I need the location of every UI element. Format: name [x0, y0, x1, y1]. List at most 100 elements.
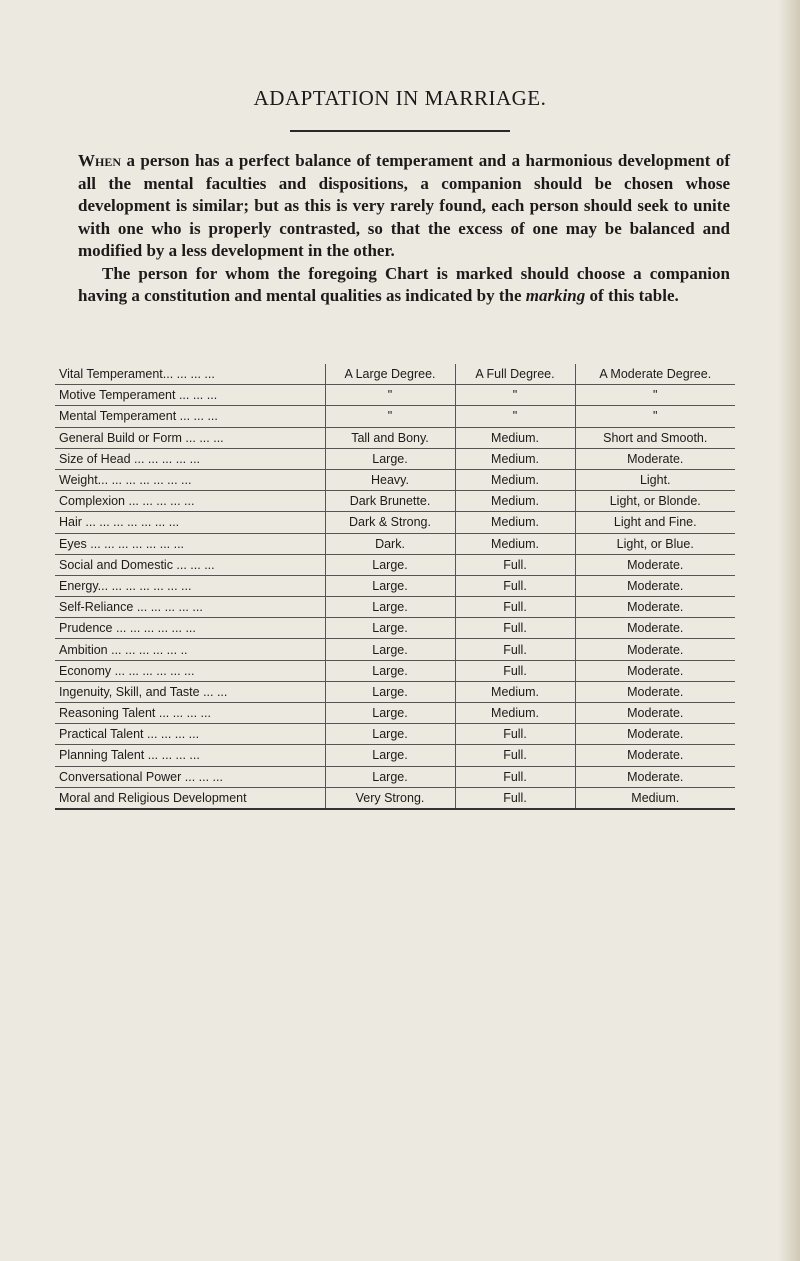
cell: Full.: [454, 554, 575, 576]
cell: Light, or Blue.: [574, 533, 735, 555]
cell: Moderate.: [574, 702, 735, 725]
paragraph: When a person has a perfect balance of t…: [78, 150, 730, 263]
cell: Moderate.: [574, 554, 735, 576]
cell: Medium.: [454, 469, 575, 492]
table-row: Weight... ... ... ... ... ... ... Heavy. M…: [55, 469, 735, 492]
cell: Moderate.: [574, 638, 735, 661]
title: ADAPTATION IN MARRIAGE.: [253, 86, 547, 110]
cell: Medium.: [454, 681, 575, 704]
row-label: Self-Reliance ... ... ... ... ...: [55, 596, 325, 619]
cell: Full.: [454, 723, 575, 746]
cell: Dark & Strong.: [324, 511, 455, 534]
cell: Full.: [454, 617, 575, 640]
cell: ": [454, 405, 575, 428]
table-row: Ingenuity, Skill, and Taste ... ... Large…: [55, 681, 735, 704]
cell: Moderate.: [574, 596, 735, 619]
row-label: Complexion ... ... ... ... ...: [55, 490, 325, 513]
cell: Large.: [324, 448, 455, 470]
cell: ": [324, 405, 455, 428]
cell: Medium.: [454, 490, 575, 513]
cell: Full.: [454, 744, 575, 767]
cell: Full.: [454, 766, 575, 788]
paragraph: The person for whom the foregoing Chart …: [78, 263, 730, 308]
table-row: Mental Temperament ... ... ... " " ": [55, 405, 735, 428]
row-label: Vital Temperament... ... ... ...: [55, 364, 325, 386]
row-label: Prudence ... ... ... ... ... ...: [55, 617, 325, 640]
cell: Full.: [454, 596, 575, 619]
cell: Medium.: [454, 448, 575, 470]
row-label: Hair ... ... ... ... ... ... ...: [55, 511, 325, 534]
cell: Full.: [454, 638, 575, 661]
text: The person for whom the foregoing Chart …: [78, 263, 730, 306]
cell: A Moderate Degree.: [574, 364, 735, 386]
cell: A Full Degree.: [454, 364, 575, 386]
cell: ": [454, 384, 575, 407]
table-row: Hair ... ... ... ... ... ... ... Dark & S…: [55, 511, 735, 534]
table-row: Prudence ... ... ... ... ... ... Large. Fu…: [55, 617, 735, 640]
cell: Moderate.: [574, 681, 735, 704]
cell: Medium.: [454, 427, 575, 449]
row-label: Motive Temperament ... ... ...: [55, 384, 325, 407]
table-row: Eyes ... ... ... ... ... ... ... Dark. Med…: [55, 533, 735, 555]
cell: Medium.: [454, 533, 575, 555]
table-row: General Build or Form ... ... ... Tall an…: [55, 427, 735, 449]
row-label: Energy... ... ... ... ... ... ...: [55, 575, 325, 598]
cell: ": [324, 384, 455, 407]
cell: Light and Fine.: [574, 511, 735, 534]
cell: Medium.: [454, 702, 575, 725]
row-label: Weight... ... ... ... ... ... ...: [55, 469, 325, 492]
row-label: Planning Talent ... ... ... ...: [55, 744, 325, 767]
adaptation-table: Vital Temperament... ... ... ... A Large …: [55, 364, 735, 810]
row-label: Ingenuity, Skill, and Taste ... ...: [55, 681, 325, 704]
cell: ": [574, 405, 735, 428]
table-row: Ambition ... ... ... ... ... .. Large. Ful…: [55, 638, 735, 661]
table-row: Planning Talent ... ... ... ... Large. Ful…: [55, 744, 735, 767]
cell: Large.: [324, 638, 455, 661]
table-row: Motive Temperament ... ... ... " " ": [55, 384, 735, 407]
text: a person has a perfect balance of temper…: [78, 151, 730, 260]
cell: Large.: [324, 702, 455, 725]
row-label: Mental Temperament ... ... ...: [55, 405, 325, 428]
lead-word: When: [78, 151, 122, 170]
cell: Large.: [324, 723, 455, 746]
cell: Large.: [324, 660, 455, 682]
cell: Moderate.: [574, 723, 735, 746]
body-text: When a person has a perfect balance of t…: [78, 150, 730, 308]
cell: Full.: [454, 575, 575, 598]
row-label: Size of Head ... ... ... ... ...: [55, 448, 325, 470]
cell: Large.: [324, 575, 455, 598]
cell: Very Strong.: [324, 787, 455, 810]
emphasis: marking: [525, 286, 586, 305]
cell: Moderate.: [574, 766, 735, 788]
cell: Full.: [454, 787, 575, 810]
text: of this table.: [585, 286, 679, 305]
page-edge: [778, 0, 800, 1261]
cell: Tall and Bony.: [324, 427, 455, 449]
table-row: Vital Temperament... ... ... ... A Large …: [55, 364, 735, 386]
row-label: Conversational Power ... ... ...: [55, 766, 325, 788]
row-label: Practical Talent ... ... ... ...: [55, 723, 325, 746]
cell: Light, or Blonde.: [574, 490, 735, 513]
cell: Moderate.: [574, 575, 735, 598]
cell: Large.: [324, 596, 455, 619]
cell: Large.: [324, 617, 455, 640]
title-rule: [290, 130, 510, 132]
cell: Full.: [454, 660, 575, 682]
row-label: Eyes ... ... ... ... ... ... ...: [55, 533, 325, 555]
cell: Moderate.: [574, 448, 735, 470]
table-row: Social and Domestic ... ... ... Large. Ful…: [55, 554, 735, 576]
table-row: Reasoning Talent ... ... ... ... Large. Me…: [55, 702, 735, 725]
cell: Large.: [324, 744, 455, 767]
cell: A Large Degree.: [324, 364, 455, 386]
cell: Medium.: [454, 511, 575, 534]
table-row: Energy... ... ... ... ... ... ... Large. F…: [55, 575, 735, 598]
table-row: Practical Talent ... ... ... ... Large. Fu…: [55, 723, 735, 746]
row-label: Economy ... ... ... ... ... ...: [55, 660, 325, 682]
table-row: Self-Reliance ... ... ... ... ... Large. F…: [55, 596, 735, 619]
table-row: Size of Head ... ... ... ... ... Large. Me…: [55, 448, 735, 470]
row-label: Moral and Religious Development: [55, 787, 325, 810]
cell: Large.: [324, 766, 455, 788]
row-label: Reasoning Talent ... ... ... ...: [55, 702, 325, 725]
cell: Dark Brunette.: [324, 490, 455, 513]
row-label: General Build or Form ... ... ...: [55, 427, 325, 449]
